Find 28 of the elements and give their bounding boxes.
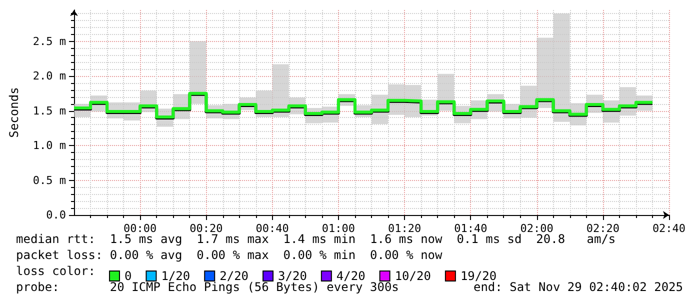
y-tick-label: 1.5 m [32,104,66,118]
x-tick-label: 01:00 [322,222,356,235]
x-tick-label: 01:40 [454,222,488,235]
x-tick-label: 01:20 [388,222,422,235]
x-tick-label: 02:40 [652,222,686,235]
legend-label: 1/20 [161,269,190,283]
legend-label: 19/20 [460,269,497,283]
legend-label: 4/20 [336,269,366,283]
y-tick-label: 0.5 m [32,174,66,187]
x-tick-label: 00:20 [190,222,223,235]
y-tick-label: 1.0 m [32,139,66,152]
x-tick-label: 02:00 [520,222,554,235]
text: packet loss: 0.00 % avg 0.00 % max 0.00 % min 0.00 % now [16,248,444,262]
text: end: Sat Nov 29 02:40:02 2025 [473,280,683,294]
legend-label: 3/20 [278,269,307,283]
text: median rtt: 1.5 ms avg 1.7 ms max 1.4 ms min 1.6 ms now 0.1 ms sd 20.8 am/s [16,232,616,246]
text: loss color: [16,264,96,278]
legend-label: 2/20 [220,269,249,283]
legend-label: 10/20 [394,269,431,283]
text: probe: 20 ICMP Echo Pings (56 Bytes) every 300s [16,280,399,294]
y-tick-label: 0.0 [46,208,66,222]
legend-label: 0 [124,269,132,283]
y-tick-label: 2.5 m [32,34,66,48]
y-tick-label: 2.0 m [32,70,66,83]
y-axis-title: Seconds [7,87,21,138]
x-tick-label: 00:40 [256,222,289,235]
x-tick-label: 02:20 [586,222,620,235]
x-tick-label: 00:00 [124,222,157,235]
